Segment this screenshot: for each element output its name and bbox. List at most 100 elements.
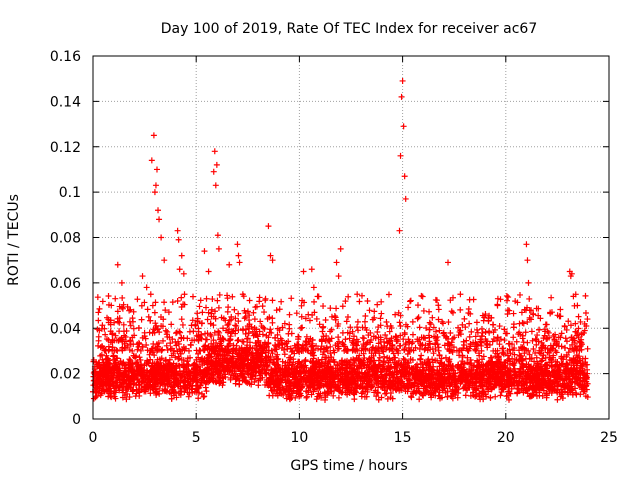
data-point [283,395,290,402]
data-point [530,346,537,353]
data-point [289,362,296,369]
data-point [455,324,462,331]
data-point [486,380,493,387]
data-point [104,355,111,362]
data-point [273,368,280,375]
data-point [127,378,134,385]
data-point [313,315,320,322]
data-point [305,368,312,375]
data-point [146,369,153,376]
data-point [225,349,232,356]
data-point [135,386,142,393]
data-point [373,393,380,400]
data-point [245,330,252,337]
data-point [139,374,146,381]
data-point [361,318,368,325]
data-point [454,364,461,371]
data-point [99,386,106,393]
data-point [244,342,251,349]
data-point [448,365,455,372]
data-point [154,360,161,367]
data-point [563,326,570,333]
data-point [246,312,253,319]
data-point [298,313,305,320]
data-point [479,366,486,373]
data-point [255,382,262,389]
data-point [167,340,174,347]
data-point [375,340,382,347]
data-point [160,377,167,384]
data-point [427,363,434,370]
data-point [396,319,403,326]
data-point [253,342,260,349]
data-point [564,361,571,368]
data-point [457,306,464,313]
data-point [235,310,242,317]
data-point [352,347,359,354]
data-point [218,375,225,382]
data-point [166,379,173,386]
y-tick-label: 0.16 [50,49,81,65]
data-point [322,390,329,397]
data-point [375,396,382,403]
data-point [170,387,177,394]
data-point [133,381,140,388]
data-point [487,371,494,378]
data-point [325,366,332,373]
data-point [534,373,541,380]
data-point [179,321,186,328]
data-point [373,380,380,387]
data-point [240,373,247,380]
data-point [136,354,143,361]
data-point [365,356,372,363]
data-point [108,372,115,379]
data-point [362,312,369,319]
data-point [262,370,269,377]
data-point [162,387,169,394]
data-point [276,384,283,391]
data-point [528,377,535,384]
data-point [494,295,501,302]
data-point [441,361,448,368]
data-point [134,363,141,370]
data-point [439,387,446,394]
data-point [143,342,150,349]
data-point [572,320,579,327]
data-point [101,361,108,368]
data-point [157,373,164,380]
data-point [274,331,281,338]
data-point [491,380,498,387]
data-point [322,358,329,365]
data-point [223,356,230,363]
data-point [144,357,151,364]
data-point [332,365,339,372]
data-point [372,335,379,342]
data-point [526,351,533,358]
data-point [375,384,382,391]
data-point [386,384,393,391]
data-point [574,359,581,366]
data-point [216,380,223,387]
data-point [320,374,327,381]
data-point [520,362,527,369]
data-point [176,368,183,375]
data-point [511,365,518,372]
data-point [187,378,194,385]
data-points [90,77,591,403]
data-point [511,360,518,367]
data-point [501,337,508,344]
data-point [497,296,504,303]
data-point [534,365,541,372]
data-point [163,366,170,373]
data-point [448,393,455,400]
data-point [196,358,203,365]
data-point [519,375,526,382]
data-point [267,356,274,363]
data-point [455,386,462,393]
data-point [149,385,156,392]
data-point [368,365,375,372]
data-point [426,308,433,315]
data-point [294,376,301,383]
data-point [442,366,449,373]
data-point [201,356,208,363]
